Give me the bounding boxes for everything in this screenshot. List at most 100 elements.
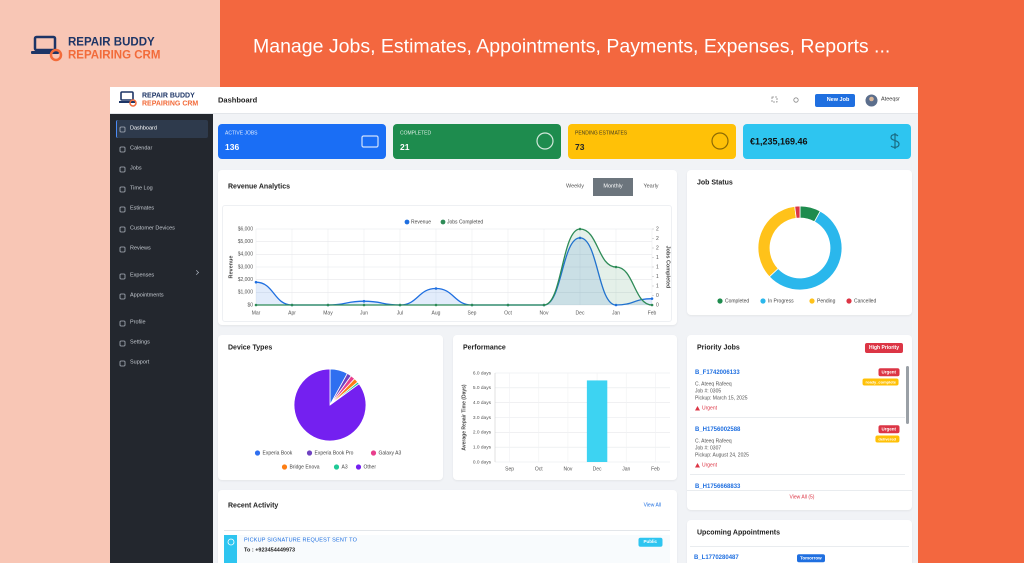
x-tick-label: Jun (360, 310, 368, 316)
app-logo-icon (119, 91, 137, 107)
view-all-link[interactable]: View All (643, 502, 661, 509)
legend-swatch (306, 450, 313, 456)
stat-label: ACTIVE JOBS (225, 130, 258, 137)
y-tick-label: $0 (247, 302, 253, 308)
sidebar-item[interactable]: Time Log (130, 185, 153, 192)
x-tick-label: Apr (288, 310, 296, 316)
legend-swatch (404, 219, 410, 225)
legend-swatch (333, 464, 340, 470)
banner-headline: Manage Jobs, Estimates, Appointments, Pa… (253, 35, 891, 58)
sidebar-item[interactable]: Appointments (130, 292, 164, 299)
legend-label: Completed (725, 298, 749, 304)
sidebar-icon (119, 273, 126, 280)
x-tick-label: Oct (504, 310, 512, 316)
series-point (326, 303, 330, 307)
job-id[interactable]: B_F1742006133 (695, 370, 740, 376)
y-axis-label: Revenue (228, 256, 234, 279)
top-bar-icons (771, 96, 799, 103)
sidebar-item[interactable]: Customer Devices (130, 225, 175, 232)
sidebar-item[interactable]: Support (130, 359, 150, 366)
chart-title: Device Types (228, 344, 273, 352)
stat-icon (361, 135, 379, 148)
legend-swatch (281, 464, 288, 470)
period-tab[interactable]: Yearly (643, 183, 659, 190)
sidebar-item[interactable]: Reviews (130, 245, 151, 252)
x-tick-label: Jan (622, 466, 630, 472)
tab-active-bg (593, 178, 633, 196)
legend-label: Bridge Enova (290, 464, 320, 470)
job-id[interactable]: B_H1756002588 (695, 427, 741, 433)
sidebar-item[interactable]: Dashboard (130, 125, 157, 132)
banner-logo-line2: REPAIRING CRM (68, 49, 161, 62)
series-point (398, 303, 402, 307)
series-point (434, 287, 438, 290)
y-tick-label: 1.0 days (473, 444, 492, 450)
new-job-button[interactable]: New Job (815, 94, 855, 107)
sidebar-icon-shape (119, 293, 126, 300)
sidebar-item[interactable]: Estimates (130, 205, 155, 212)
series-area (256, 237, 652, 305)
appointment-divider (690, 546, 909, 547)
series-point (650, 303, 654, 307)
sidebar-icon-shape (119, 273, 126, 280)
x-tick-label: Nov (540, 310, 549, 316)
sidebar-icon (119, 293, 126, 300)
sidebar-icon-shape (119, 126, 126, 133)
y-tick-label: 4.0 days (473, 400, 492, 406)
legend-label: Pending (817, 298, 836, 304)
stat-value: €1,235,169.46 (750, 136, 808, 147)
y2-tick-label: 1 (656, 274, 659, 280)
job-id[interactable]: B_H1756668833 (695, 484, 741, 490)
series-point (434, 303, 438, 307)
y2-axis-label: Jobs Completed (665, 246, 671, 289)
slice (293, 368, 367, 442)
legend-label: Jobs Completed (447, 219, 483, 225)
status-badge: ready_complete (862, 378, 899, 386)
fullscreen-icon (771, 96, 778, 103)
x-tick-label: Sep (468, 310, 477, 316)
period-tab[interactable]: Monthly (603, 183, 623, 190)
list-footer-line (687, 490, 912, 491)
sidebar-item[interactable]: Profile (130, 319, 146, 326)
activity-detail: To : +923454449973 (244, 547, 296, 554)
stat-icon (890, 133, 900, 149)
pie-chart: Experia Book Experia Book Pro Galaxy A3 Bri… (254, 368, 402, 470)
x-tick-label: May (323, 310, 333, 316)
series-point (254, 280, 258, 284)
priority-list: B_F1742006133 Urgent ready_complete C. Atee… (690, 362, 905, 490)
stat-label: PENDING ESTIMATES (575, 130, 628, 137)
avatar-head (869, 96, 874, 102)
legend-label: Revenue (411, 219, 431, 225)
chart-title: Job Status (697, 179, 733, 187)
bar-chart: 0.0 days 1.0 days 2.0 days 3.0 days 4.0 days… (461, 370, 670, 472)
stat-card (393, 124, 561, 159)
y2-tick-label: 2 (656, 236, 659, 242)
y-tick-label: $6,000 (238, 226, 254, 232)
appointment-id[interactable]: B_L1770280487 (694, 555, 739, 561)
sidebar-icon (119, 320, 126, 327)
legend-label: Galaxy A3 (379, 450, 402, 456)
sidebar-icon-shape (119, 166, 126, 173)
warning-icon (695, 406, 700, 411)
x-tick-label: Feb (651, 466, 660, 472)
period-tab[interactable]: Weekly (566, 183, 584, 190)
sidebar-item[interactable]: Calendar (130, 145, 153, 152)
series-point (506, 303, 510, 307)
view-all-link[interactable]: View All (5) (789, 494, 815, 501)
warning-triangle (695, 406, 700, 411)
x-tick-label: Jan (612, 310, 620, 316)
activity-list-top (224, 530, 670, 531)
sidebar-icon (119, 226, 126, 233)
page-title: Dashboard (218, 95, 258, 105)
urgent-badge: Urgent (878, 425, 899, 433)
legend-swatch (717, 298, 723, 304)
sidebar-item[interactable]: Jobs (130, 165, 142, 172)
sidebar-item[interactable]: Settings (130, 339, 150, 346)
sidebar-item[interactable]: Expenses (130, 272, 155, 279)
activity-row (224, 535, 670, 563)
user-menu[interactable]: Ateeqsr (881, 96, 900, 103)
bar (586, 380, 608, 462)
scrollbar-thumb (906, 366, 909, 424)
logo-gear (49, 48, 63, 62)
